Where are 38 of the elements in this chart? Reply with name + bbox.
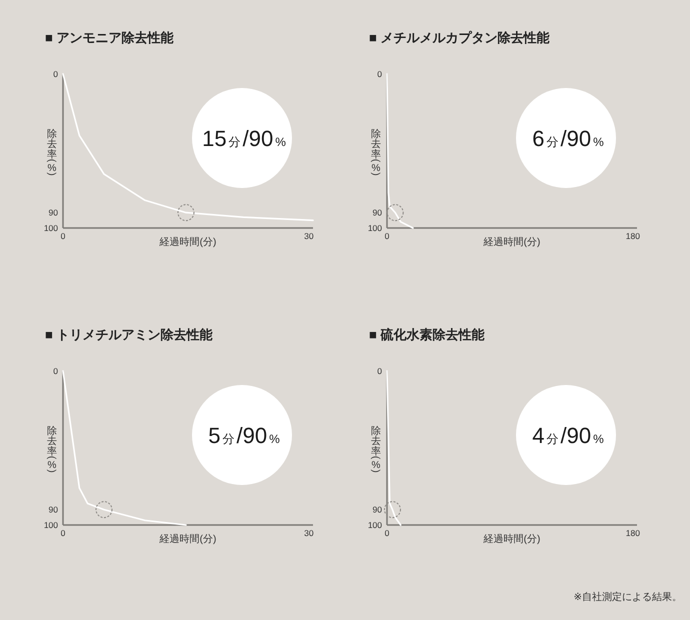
- x-tick-label: 30: [304, 231, 314, 241]
- y-tick-label: 0: [377, 366, 382, 376]
- chart-title: ■ 硫化水素除去性能: [369, 327, 486, 342]
- y-axis-title: 除去率(%): [370, 424, 382, 473]
- x-axis-title: 経過時間(分): [158, 533, 216, 545]
- x-tick-label: 0: [60, 528, 66, 538]
- x-axis-title: 経過時間(分): [482, 236, 540, 248]
- x-tick-label: 0: [384, 231, 390, 241]
- y-tick-label: 0: [377, 69, 382, 79]
- y-axis-title: 除去率(%): [370, 128, 382, 176]
- y-tick-label: 100: [368, 520, 382, 530]
- y-tick-label: 100: [368, 223, 382, 233]
- y-tick-label: 90: [48, 208, 58, 218]
- x-tick-label: 0: [60, 231, 66, 241]
- y-axis-title: 除去率(%): [46, 424, 58, 473]
- annotation: 5分/90%: [208, 423, 280, 448]
- y-tick-label: 0: [53, 366, 58, 376]
- annotation: 6分/90%: [532, 126, 604, 151]
- y-axis-title: 除去率(%): [46, 128, 58, 176]
- chart-title: ■ アンモニア除去性能: [45, 30, 174, 45]
- annotation: 4分/90%: [532, 423, 604, 448]
- line-series: [62, 73, 314, 222]
- chart-title: ■ メチルメルカプタン除去性能: [369, 30, 550, 45]
- x-tick-label: 180: [626, 528, 640, 538]
- y-tick-label: 100: [44, 520, 58, 530]
- chart-title: ■ トリメチルアミン除去性能: [45, 327, 214, 342]
- annotation: 15分/90%: [202, 126, 286, 151]
- y-tick-label: 90: [372, 208, 382, 218]
- x-tick-label: 30: [304, 528, 314, 538]
- y-tick-label: 0: [53, 69, 58, 79]
- text: ※自社測定による結果。: [574, 591, 682, 603]
- x-axis-title: 経過時間(分): [158, 236, 216, 248]
- y-tick-label: 100: [44, 223, 58, 233]
- x-tick-label: 180: [626, 231, 640, 241]
- x-axis-title: 経過時間(分): [482, 533, 540, 545]
- x-tick-label: 0: [384, 528, 390, 538]
- y-tick-label: 90: [372, 504, 382, 515]
- y-tick-label: 90: [48, 504, 58, 515]
